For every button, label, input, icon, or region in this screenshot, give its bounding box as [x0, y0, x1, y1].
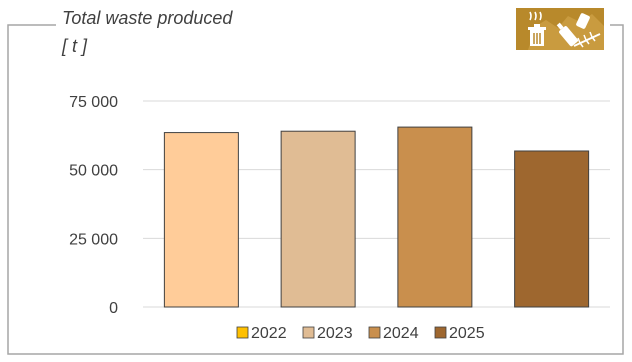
legend-swatch-2023	[302, 326, 315, 339]
y-tick-label: 50 000	[69, 163, 118, 180]
y-axis: 0 25 000 50 000 75 000	[69, 94, 118, 317]
bar-2022	[163, 132, 239, 308]
legend-swatch-2022	[236, 326, 249, 339]
chart-frame	[7, 24, 624, 355]
y-tick-label: 0	[109, 300, 118, 317]
legend-swatch-2024	[368, 326, 381, 339]
waste-icon	[516, 8, 604, 50]
legend-swatch-2025	[434, 326, 447, 339]
legend-label-2022: 2022	[251, 325, 287, 342]
chart-title: Total waste produced	[62, 8, 233, 28]
legend-label-2024: 2024	[383, 325, 419, 342]
bars	[163, 126, 590, 308]
y-tick-label: 25 000	[69, 231, 118, 248]
legend-label-2023: 2023	[317, 325, 353, 342]
bar-2025	[514, 150, 590, 308]
chart-unit: [ t ]	[61, 36, 88, 56]
legend-label-2025: 2025	[449, 325, 485, 342]
legend: 2022 2023 2024 2025	[236, 325, 485, 342]
y-tick-label: 75 000	[69, 94, 118, 111]
bar-2023	[280, 130, 356, 308]
bar-2024	[397, 126, 473, 308]
